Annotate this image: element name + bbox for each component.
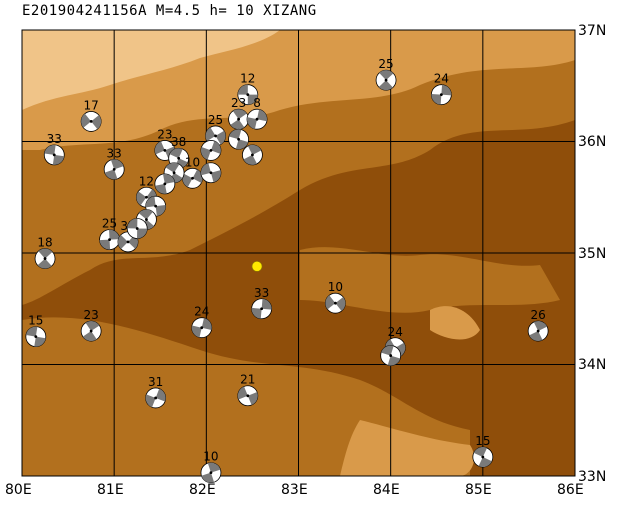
event-depth-label: 23 [231,96,246,110]
focal-mechanism-beachball [34,248,56,269]
focal-mechanism-beachball [200,162,222,184]
terrain-high-band [430,306,480,340]
focal-mechanism-beachball [126,218,148,239]
event-depth-label: 33 [254,286,269,300]
lat-label: 33N [578,469,606,485]
event-depth-label: 15 [28,314,43,328]
focal-mechanism-beachball [242,144,263,166]
focal-mechanism-beachball [80,111,102,132]
event-depth-label: 24 [434,72,449,86]
focal-mechanism-beachball [237,385,259,407]
event-depth-label: 23 [83,308,98,322]
focal-mechanism-beachball [43,144,65,166]
focal-mechanism-beachball [200,462,222,484]
focal-mechanism-beachball [380,345,402,366]
focal-mechanism-beachball [228,108,249,130]
focal-mechanism-beachball [472,446,494,468]
lon-label: 82E [189,482,216,498]
focal-mechanism-beachball [191,317,213,339]
focal-mechanism-beachball [99,229,120,251]
terrain-peak-band [22,30,280,110]
event-depth-label: 33 [47,132,62,146]
lat-label: 36N [578,134,606,150]
terrain-high-band [340,420,475,476]
lon-label: 85E [465,482,492,498]
focal-mechanism-beachball [200,140,222,161]
lon-label: 83E [281,482,308,498]
event-depth-label: 10 [185,155,200,169]
focal-mechanism-beachball [246,108,268,130]
focal-mechanism-beachball [145,387,167,409]
focal-mechanism-beachball [80,320,102,342]
event-depth-label: 8 [253,96,261,110]
lat-lon-grid [22,30,575,476]
lat-label: 37N [578,23,606,39]
lon-label: 80E [5,482,32,498]
focal-mechanism-beachball [182,167,203,189]
event-depth-label: 10 [328,280,343,294]
focal-mechanism-beachball [154,173,176,195]
event-depth-label: 12 [240,72,255,86]
event-depth-label: 21 [240,373,255,387]
event-depth-label: 26 [530,308,545,322]
event-depth-label: 23 [157,127,172,141]
focal-mechanism-beachball [375,69,397,91]
focal-mechanism-beachball [251,298,273,320]
event-depth-label: 24 [388,325,403,339]
main-epicenter-marker [251,261,263,272]
event-depth-label: 38 [171,135,186,149]
event-depth-label: 25 [208,113,223,127]
focal-mechanism-beachball [103,158,125,180]
events-layer: 1225241733238252338331012253318331015232… [25,57,549,484]
lon-label: 86E [557,482,584,498]
focal-mechanism-beachball [237,84,259,106]
lat-label: 34N [578,357,606,373]
terrain-mid-band [300,247,560,313]
event-depth-label: 24 [194,305,209,319]
lon-label: 84E [373,482,400,498]
focal-mechanism-beachball [430,84,452,106]
focal-mechanism-beachball [324,292,346,314]
map-frame [21,29,576,477]
event-depth-label: 33 [107,146,122,160]
event-depth-label: 25 [102,217,117,231]
lat-label: 35N [578,246,606,262]
event-depth-label: 15 [475,434,490,448]
event-depth-label: 12 [139,174,154,188]
event-depth-label: 17 [83,98,98,112]
lon-label: 81E [97,482,124,498]
event-depth-label: 18 [37,236,52,250]
map-title: E201904241156A M=4.5 h= 10 XIZANG [22,3,317,19]
focal-mechanism-beachball [527,320,549,342]
event-depth-label: 10 [203,450,218,464]
axis-labels: 80E 81E 82E 83E 84E 85E 86E 37N 36N 35N … [5,23,606,498]
focal-mechanism-beachball [228,128,249,150]
focal-mechanism-beachball [25,326,47,348]
event-depth-label: 25 [378,57,393,71]
event-depth-label: 31 [148,375,163,389]
